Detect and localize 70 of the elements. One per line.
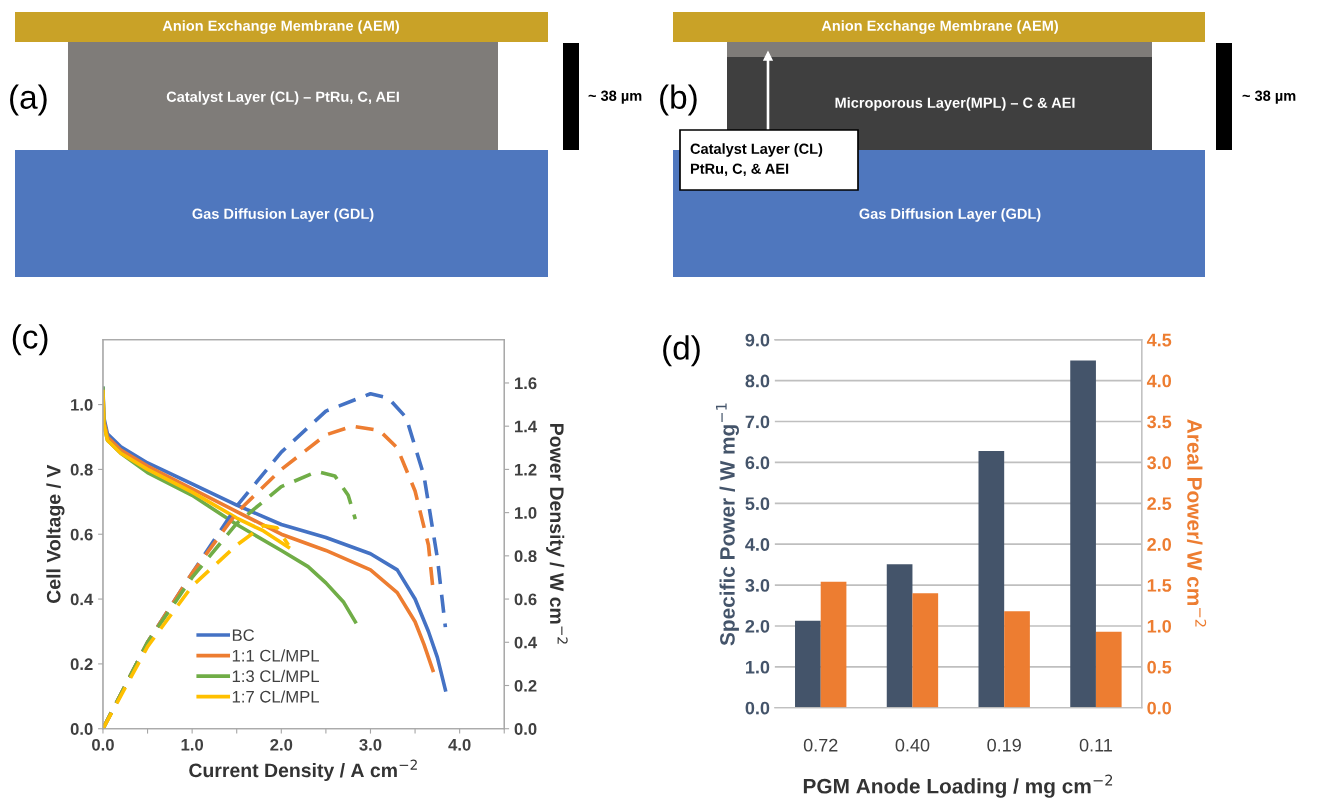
x-tick-label: 0.40 — [895, 738, 930, 752]
x-tick-label: 0.0 — [92, 738, 114, 751]
y-tick-label: 0.8 — [70, 463, 93, 476]
text: Microporous Layer(MPL) – C & AEI — [835, 97, 1075, 111]
y-axis-title: Specific Power / W mg$^{−1}$ — [715, 403, 740, 646]
x-tick-label: 4.0 — [448, 738, 471, 751]
text: Catalyst Layer (CL) PtRu, C, & AEI — [690, 143, 823, 176]
x-tick-label: 3.0 — [359, 738, 382, 751]
legend-label: 1:3 CL/MPL — [232, 669, 319, 683]
x-tick-label: 0.11 — [1079, 738, 1112, 752]
y2-tick-label: 2.5 — [1147, 497, 1172, 511]
y-tick-label: 8.0 — [745, 374, 770, 388]
y2-tick-label: 0.0 — [514, 723, 537, 735]
x-tick-label: 0.72 — [803, 738, 838, 752]
y2-tick-label: 1.5 — [1147, 579, 1172, 592]
y2-tick-label: 4.5 — [1146, 333, 1172, 347]
x-axis-title: PGM Anode Loading / mg cm$^{−2}$ — [803, 774, 1113, 798]
y-tick-label: 0.0 — [70, 723, 93, 735]
y-tick-label: 0.2 — [70, 658, 93, 671]
y2-tick-label: 2.0 — [1147, 538, 1172, 551]
y-tick-label: 4.0 — [745, 538, 770, 551]
y2-tick-label: 1.2 — [515, 463, 537, 476]
y2-tick-label: 1.6 — [515, 377, 537, 390]
text: (a) — [10, 84, 47, 116]
bar — [1095, 631, 1122, 708]
y-tick-label: 5.0 — [745, 497, 770, 511]
text: Gas Diffusion Layer (GDL) — [192, 208, 374, 222]
y2-tick-label: 0.8 — [514, 550, 537, 563]
y2-tick-label: 0.0 — [1147, 701, 1172, 715]
y2-tick-label: 0.6 — [514, 593, 537, 606]
text: ~ 38 µm — [1242, 90, 1296, 104]
y-tick-label: 0.6 — [70, 528, 93, 541]
chart-title: (d) — [663, 335, 700, 367]
bar — [1070, 360, 1096, 708]
y2-tick-label: 4.0 — [1146, 374, 1172, 388]
y-axis-title: Cell Voltage / V — [46, 464, 65, 603]
x-axis-title: Current Density / A cm$^{−2}$ — [189, 759, 417, 782]
y-tick-label: 7.0 — [745, 415, 770, 429]
y-tick-label: 1.0 — [71, 398, 93, 411]
text: Anion Exchange Membrane (AEM) — [821, 20, 1058, 34]
bar — [978, 450, 1005, 708]
legend-label: 1:7 CL/MPL — [232, 690, 319, 703]
text: Catalyst Layer (CL) – PtRu, C, AEI — [166, 91, 399, 105]
y-tick-label: 1.0 — [746, 660, 770, 674]
y2-axis-title: Areal Power/ W cm$^{−2}$ — [1186, 419, 1207, 627]
y-tick-label: 9.0 — [745, 333, 770, 347]
y2-tick-label: 1.0 — [515, 507, 537, 519]
text: ~ 38 µm — [588, 90, 642, 104]
y-tick-label: 0.4 — [70, 593, 94, 606]
legend-label: 1:1 CL/MPL — [232, 649, 319, 662]
chart-title: (c) — [12, 324, 48, 356]
legend-label: BC — [232, 629, 255, 642]
y-tick-label: 0.0 — [745, 701, 770, 715]
y2-tick-label: 0.4 — [514, 636, 538, 649]
x-tick-label: 1.0 — [181, 738, 204, 751]
y2-tick-label: 0.5 — [1147, 660, 1172, 674]
y2-tick-label: 0.2 — [514, 679, 537, 692]
text: Anion Exchange Membrane (AEM) — [162, 20, 399, 34]
y2-tick-label: 1.0 — [1147, 619, 1172, 633]
y-tick-label: 3.0 — [745, 579, 770, 592]
text: Gas Diffusion Layer (GDL) — [859, 208, 1041, 222]
x-tick-label: 2.0 — [270, 738, 293, 751]
y-tick-label: 6.0 — [745, 456, 770, 470]
y2-tick-label: 3.0 — [1147, 456, 1172, 470]
y-tick-label: 2.0 — [745, 619, 770, 633]
text: (b) — [660, 84, 697, 116]
x-tick-label: 0.19 — [987, 738, 1021, 752]
y2-tick-label: 1.4 — [515, 420, 538, 433]
y2-axis-title: Power Density / W cm$^{−2}$ — [546, 424, 568, 644]
y2-tick-label: 3.5 — [1147, 415, 1172, 429]
